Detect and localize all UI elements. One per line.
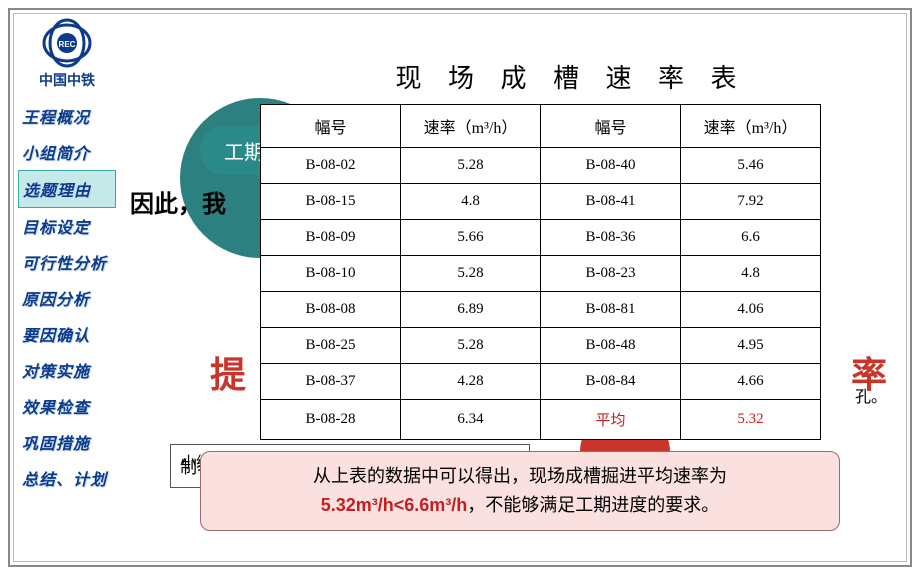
table-cell: 4.28: [401, 364, 541, 400]
table-cell: 4.06: [681, 292, 821, 328]
table-cell: B-08-25: [261, 328, 401, 364]
table-row: B-08-286.34平均5.32: [261, 400, 821, 440]
table-row: B-08-154.8B-08-417.92: [261, 184, 821, 220]
table-title: 现 场 成 槽 速 率 表: [240, 58, 902, 95]
table-cell: 5.66: [401, 220, 541, 256]
nav-item-9[interactable]: 巩固措施: [18, 424, 116, 460]
table-cell: B-08-02: [261, 148, 401, 184]
table-cell: B-08-23: [541, 256, 681, 292]
table-header: 速率（m³/h）: [681, 105, 821, 148]
table-cell: B-08-37: [261, 364, 401, 400]
nav-item-3[interactable]: 目标设定: [18, 208, 116, 244]
table-cell: B-08-40: [541, 148, 681, 184]
content-area: 现 场 成 槽 速 率 表 工期 因此，我 提 率 孔。 幅号速率（m³/h）幅…: [120, 18, 902, 557]
nav-list: 王程概况小组简介选题理由目标设定可行性分析原因分析要因确认对策实施效果检查巩固措…: [18, 98, 116, 496]
table-cell: 5.28: [401, 328, 541, 364]
table-cell: B-08-84: [541, 364, 681, 400]
nav-item-10[interactable]: 总结、计划: [18, 460, 116, 496]
conclusion-box: 从上表的数据中可以得出，现场成槽掘进平均速率为 5.32m³/h<6.6m³/h…: [200, 451, 840, 531]
table-cell: B-08-10: [261, 256, 401, 292]
hole-text: 孔。: [855, 383, 887, 407]
table-cell: 5.46: [681, 148, 821, 184]
conclusion-highlight: 5.32m³/h<6.6m³/h: [321, 495, 468, 515]
nav-item-8[interactable]: 效果检查: [18, 388, 116, 424]
table-cell: B-08-81: [541, 292, 681, 328]
table-cell: 6.6: [681, 220, 821, 256]
table-cell: B-08-41: [541, 184, 681, 220]
table-cell: 5.28: [401, 148, 541, 184]
conclusion-pre: 从上表的数据中可以得出，现场成槽掘进平均速率为: [313, 466, 727, 486]
table-cell: 平均: [541, 400, 681, 440]
nav-item-5[interactable]: 原因分析: [18, 280, 116, 316]
nav-item-0[interactable]: 王程概况: [18, 98, 116, 134]
table-cell: B-08-15: [261, 184, 401, 220]
red-heading-left: 提: [210, 346, 246, 398]
table-cell: B-08-36: [541, 220, 681, 256]
table-cell: 4.8: [401, 184, 541, 220]
nav-item-6[interactable]: 要因确认: [18, 316, 116, 352]
table-cell: 6.89: [401, 292, 541, 328]
table-cell: 5.28: [401, 256, 541, 292]
table-row: B-08-086.89B-08-814.06: [261, 292, 821, 328]
table-header: 速率（m³/h）: [401, 105, 541, 148]
table-cell: 6.34: [401, 400, 541, 440]
logo-text: 中国中铁: [18, 70, 116, 90]
table-row: B-08-095.66B-08-366.6: [261, 220, 821, 256]
table-cell: 4.8: [681, 256, 821, 292]
rate-table: 幅号速率（m³/h）幅号速率（m³/h） B-08-025.28B-08-405…: [260, 104, 821, 440]
nav-item-7[interactable]: 对策实施: [18, 352, 116, 388]
table-cell: 7.92: [681, 184, 821, 220]
table-cell: 5.32: [681, 400, 821, 440]
logo-icon: REC: [42, 18, 92, 68]
table-cell: B-08-48: [541, 328, 681, 364]
table-row: B-08-255.28B-08-484.95: [261, 328, 821, 364]
sidebar: REC 中国中铁 王程概况小组简介选题理由目标设定可行性分析原因分析要因确认对策…: [18, 18, 116, 496]
table-row: B-08-025.28B-08-405.46: [261, 148, 821, 184]
table-cell: B-08-28: [261, 400, 401, 440]
conclusion-post: ，不能够满足工期进度的要求。: [467, 495, 719, 515]
table-row: B-08-374.28B-08-844.66: [261, 364, 821, 400]
svg-text:REC: REC: [59, 40, 76, 49]
table-cell: 4.66: [681, 364, 821, 400]
logo: REC 中国中铁: [18, 18, 116, 90]
nav-item-2[interactable]: 选题理由: [18, 170, 116, 208]
table-cell: B-08-09: [261, 220, 401, 256]
table-header: 幅号: [541, 105, 681, 148]
nav-item-4[interactable]: 可行性分析: [18, 244, 116, 280]
table-row: B-08-105.28B-08-234.8: [261, 256, 821, 292]
table-cell: B-08-08: [261, 292, 401, 328]
factor-text: 因此，我: [130, 184, 226, 219]
table-cell: 4.95: [681, 328, 821, 364]
table-header: 幅号: [261, 105, 401, 148]
nav-item-1[interactable]: 小组简介: [18, 134, 116, 170]
